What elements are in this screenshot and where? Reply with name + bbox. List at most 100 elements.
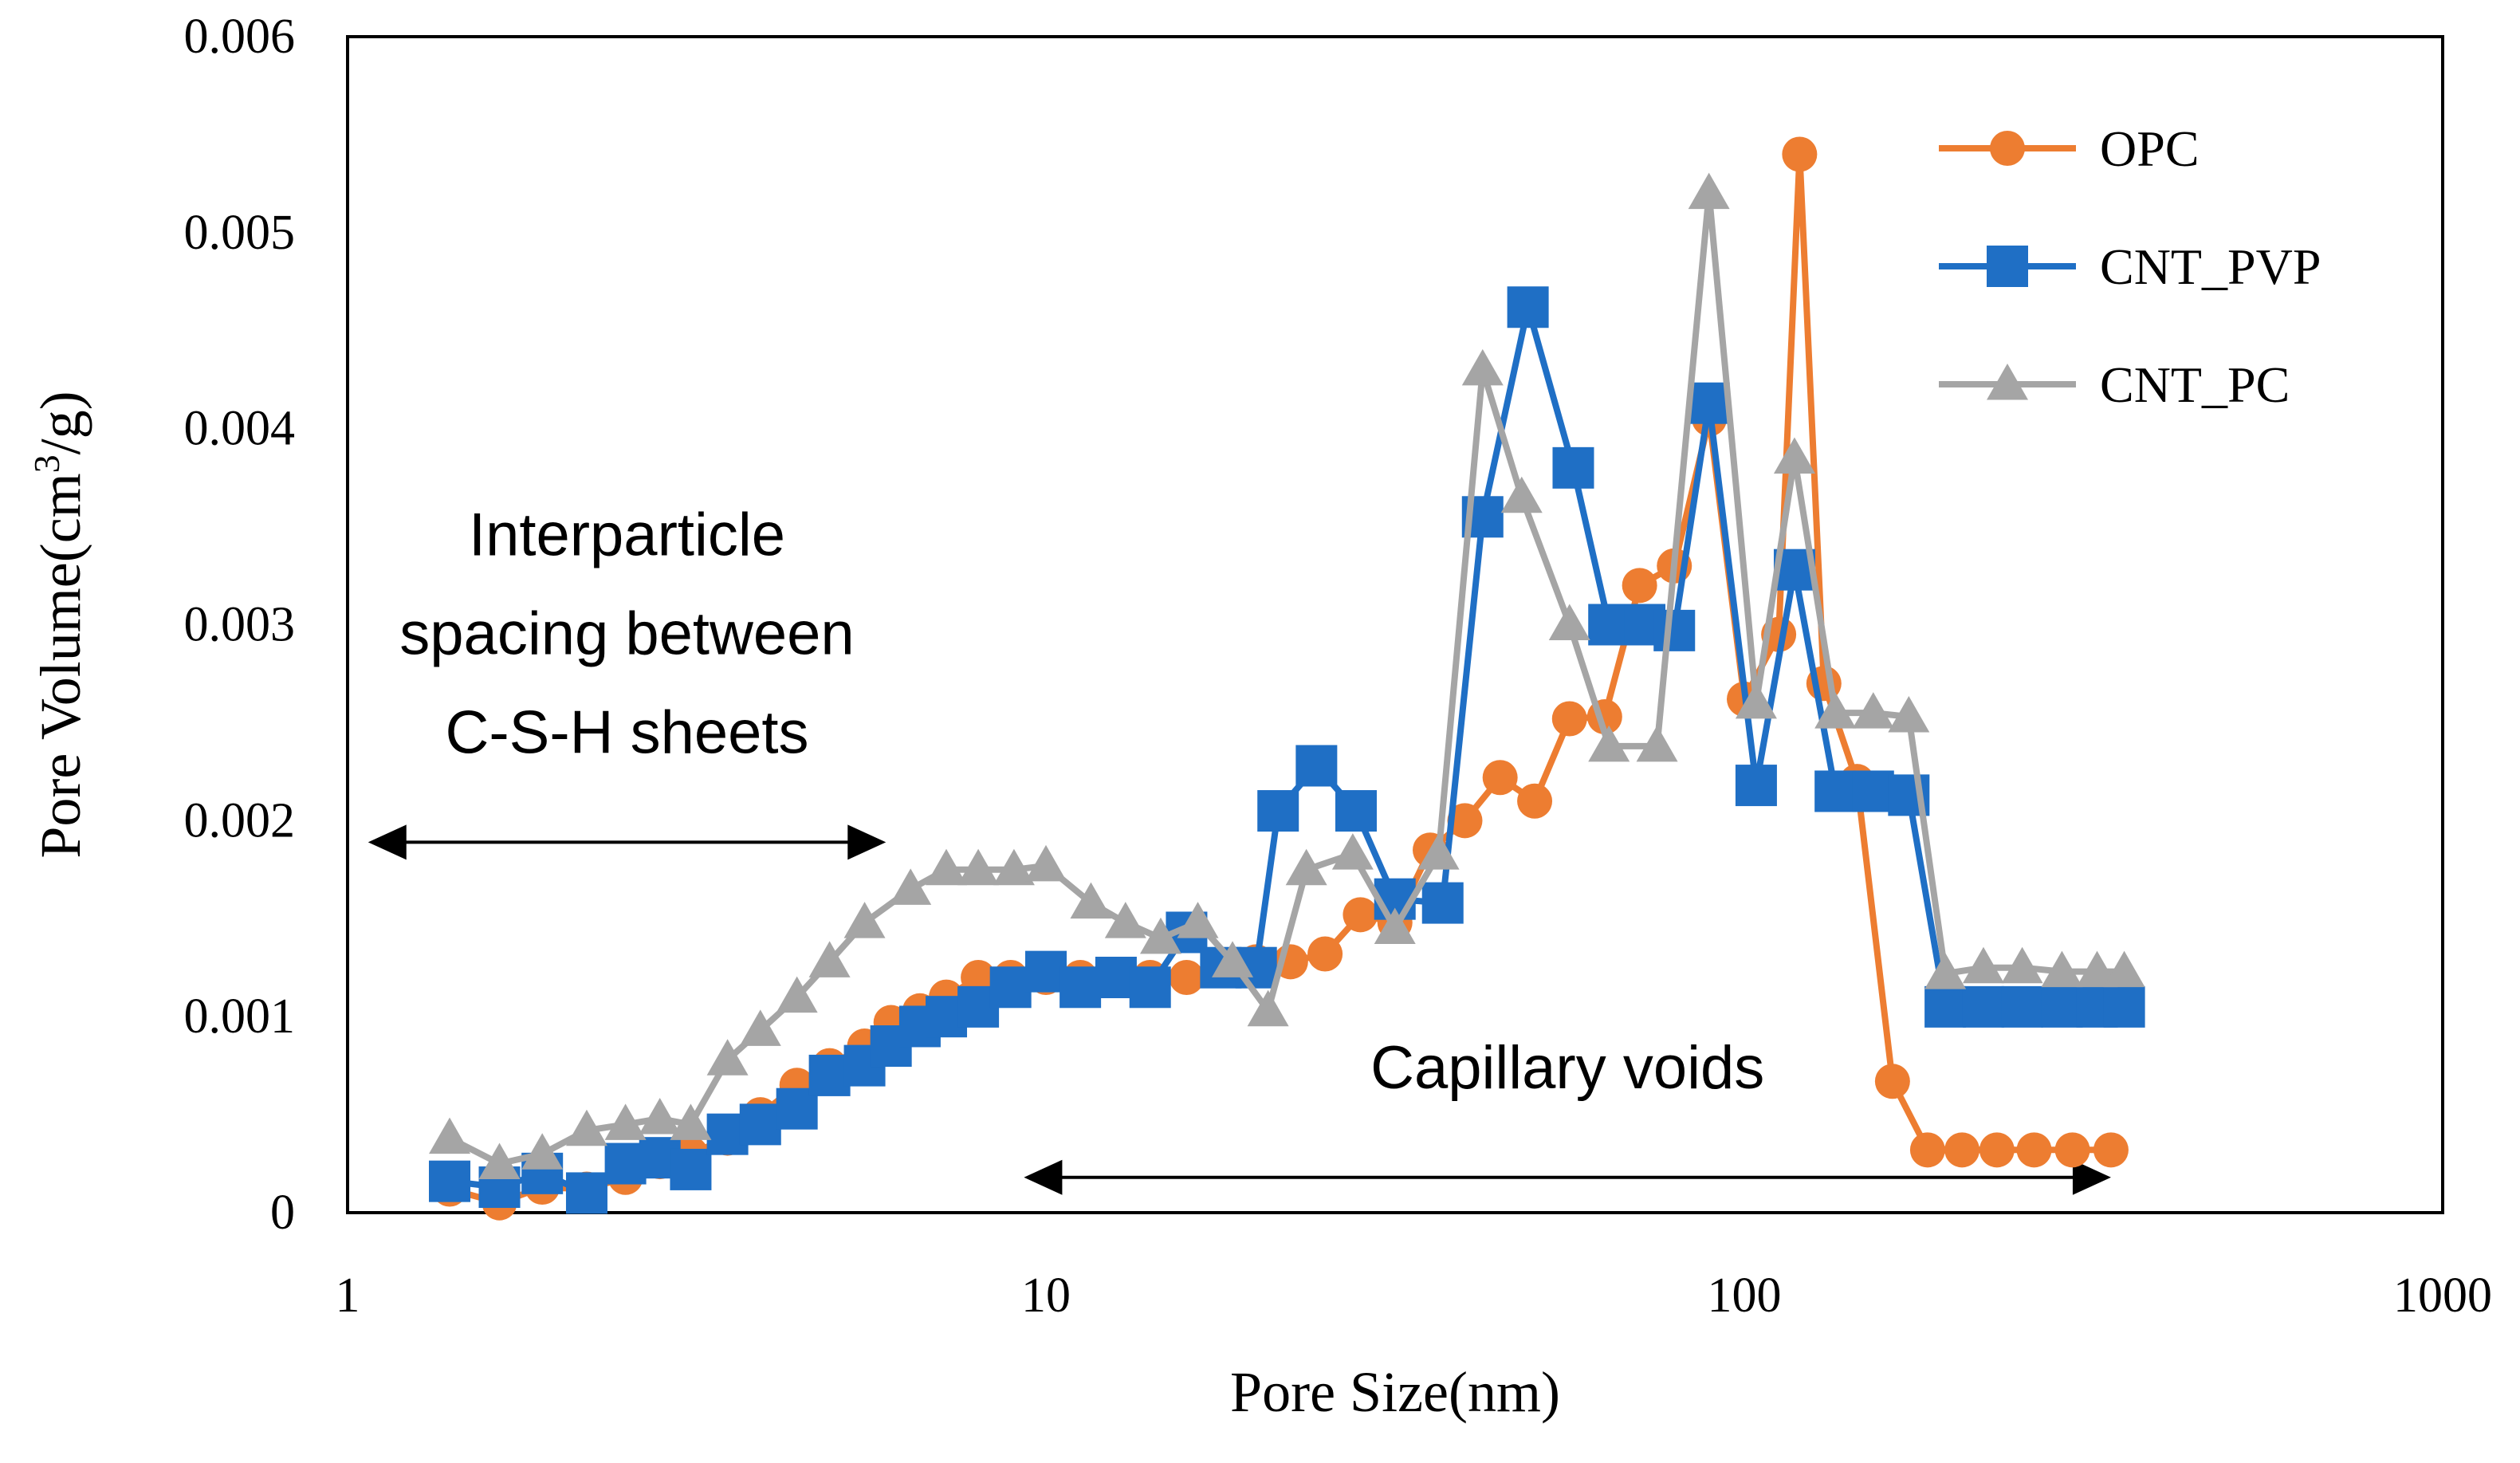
data-point xyxy=(1343,897,1378,933)
data-point xyxy=(957,848,1000,886)
data-point xyxy=(776,976,818,1013)
y-tick-label: 0.006 xyxy=(184,10,296,64)
legend: OPC CNT_PVP CNT_PC xyxy=(1939,120,2321,413)
annotation-arrow-head-left xyxy=(368,824,407,860)
data-point xyxy=(1888,696,1930,733)
y-tick-label: 0.003 xyxy=(184,598,296,652)
data-point xyxy=(1962,985,2004,1028)
data-point xyxy=(1500,476,1543,513)
data-point xyxy=(843,902,886,938)
legend-item: CNT_PVP xyxy=(1939,238,2321,295)
x-tick-label: 100 xyxy=(1708,1268,1782,1323)
data-point xyxy=(1735,765,1777,807)
annotation-arrow-head-left xyxy=(1024,1159,1063,1195)
data-point xyxy=(993,848,1035,886)
annotation-label: Capillary voids xyxy=(1370,1034,1764,1102)
data-point xyxy=(739,1103,781,1146)
data-point xyxy=(1622,568,1657,604)
data-point xyxy=(2103,950,2145,988)
data-point xyxy=(1070,882,1112,919)
series-cnt-pc xyxy=(429,172,2145,1180)
data-point xyxy=(1421,882,1464,924)
data-point xyxy=(1139,917,1181,954)
data-point xyxy=(1331,833,1374,870)
data-point xyxy=(1177,902,1219,938)
data-point xyxy=(1551,701,1587,737)
data-point xyxy=(2001,946,2043,984)
legend-marker xyxy=(1987,246,2028,287)
legend-item: CNT_PC xyxy=(1939,356,2290,413)
y-tick-label: 0.002 xyxy=(184,793,296,848)
y-tick-label: 0 xyxy=(270,1186,295,1240)
y-axis-title-unit: /g) xyxy=(29,391,92,454)
annotation-label: C-S-H sheets xyxy=(445,698,808,766)
data-point xyxy=(1735,682,1777,719)
data-point xyxy=(429,1117,471,1154)
data-point xyxy=(1507,286,1549,328)
legend-marker xyxy=(1990,131,2025,166)
data-point xyxy=(1944,1132,1980,1168)
data-point xyxy=(1782,136,1818,172)
x-axis-title: Pore Size(nm) xyxy=(1230,1360,1560,1424)
data-point xyxy=(1874,1064,1910,1099)
data-point xyxy=(890,868,932,905)
data-point xyxy=(926,848,968,886)
legend-item: OPC xyxy=(1939,120,2200,177)
data-point xyxy=(1517,783,1553,819)
data-point xyxy=(1169,960,1205,995)
data-point xyxy=(1814,770,1857,812)
data-point xyxy=(429,1160,471,1202)
data-point xyxy=(1636,725,1678,762)
data-point xyxy=(706,1039,749,1076)
annotation-label: spacing between xyxy=(399,600,854,667)
annotations: Interparticle spacing between C-S-H sheets… xyxy=(368,501,2111,1195)
data-point xyxy=(1247,989,1289,1027)
data-point xyxy=(1548,604,1590,640)
data-point xyxy=(1417,833,1460,870)
data-point xyxy=(1852,692,1894,729)
data-point xyxy=(1285,848,1327,886)
data-point xyxy=(1295,745,1338,787)
data-point xyxy=(2093,1132,2129,1168)
data-point xyxy=(1688,382,1730,424)
annotation: Interparticle spacing between C-S-H sheets xyxy=(368,501,887,860)
data-point xyxy=(478,1142,521,1180)
data-point xyxy=(1814,692,1857,729)
data-point xyxy=(989,966,1032,1009)
series-line xyxy=(448,190,2125,1167)
data-point xyxy=(1307,936,1343,972)
axes: 0 0.001 0.002 0.003 0.004 0.005 0.006 1 10 100 100… xyxy=(26,10,2492,1424)
data-point xyxy=(1129,966,1171,1009)
y-axis-title: Pore Volume(cm3/g) xyxy=(26,391,92,858)
annotation-label: Interparticle xyxy=(469,501,785,568)
y-axis-title-main: Pore Volume(cm xyxy=(29,473,92,858)
data-point xyxy=(2054,1132,2090,1168)
data-point xyxy=(1025,844,1067,882)
data-point xyxy=(1461,348,1504,386)
data-point xyxy=(670,1148,712,1190)
data-point xyxy=(2041,985,2083,1028)
data-point xyxy=(1060,966,1102,1009)
legend-label: CNT_PC xyxy=(2100,356,2290,413)
data-point xyxy=(1924,953,1967,989)
data-point xyxy=(1335,790,1377,832)
legend-marker xyxy=(1987,364,2028,400)
data-point xyxy=(1653,609,1696,651)
y-tick-label: 0.005 xyxy=(184,206,296,260)
series-layer xyxy=(429,136,2145,1221)
data-point xyxy=(1447,803,1483,839)
data-point xyxy=(808,941,851,977)
data-point xyxy=(670,1103,712,1140)
data-point xyxy=(808,1054,851,1096)
data-point xyxy=(1212,941,1254,977)
data-point xyxy=(2076,950,2118,988)
data-point xyxy=(1979,1132,2015,1168)
annotation: Capillary voids xyxy=(1024,1034,2111,1195)
data-point xyxy=(1552,446,1594,489)
x-tick-label: 10 xyxy=(1021,1268,1071,1323)
plot-frame xyxy=(346,35,2444,1214)
data-point xyxy=(604,1103,647,1140)
data-point xyxy=(1909,1132,1945,1168)
data-point xyxy=(1688,172,1730,210)
